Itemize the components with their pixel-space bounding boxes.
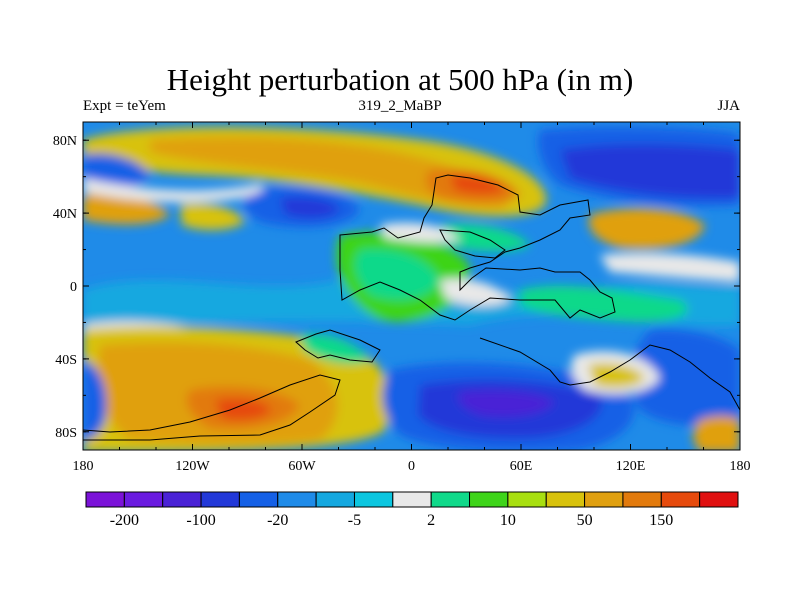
colorbar-label: 2 [427, 512, 435, 529]
y-tick-label: 40S [55, 353, 77, 368]
colorbar-swatch [200, 491, 240, 508]
y-tick-label: 80S [55, 426, 77, 441]
y-tick-label: 80N [53, 134, 77, 149]
map-title: Height perturbation at 500 hPa (in m) [166, 62, 634, 97]
colorbar-swatch [277, 491, 317, 508]
axis-tick-labels: 180 120W 60W 0 60E 120E 180 80N 40N 0 40S 80S [53, 134, 751, 474]
colorbar-swatch [353, 491, 394, 508]
colorbar-label: 10 [500, 512, 516, 529]
colorbar-swatch [238, 491, 279, 508]
colorbar-swatch [699, 491, 739, 508]
y-tick-label: 0 [70, 280, 77, 295]
colorbar-label: -5 [348, 512, 361, 529]
colorbar-label: -200 [110, 512, 139, 529]
x-tick-label: 180 [730, 459, 751, 474]
colorbar-swatch [123, 491, 164, 508]
x-tick-label: 180 [73, 459, 94, 474]
season-label: JJA [717, 98, 740, 114]
colorbar-swatch [392, 491, 432, 508]
contour-field [83, 122, 740, 450]
colorbar-swatch [507, 491, 547, 508]
colorbar-swatch [85, 491, 125, 508]
run-label: 319_2_MaBP [358, 98, 442, 114]
colorbar-label: -100 [186, 512, 215, 529]
y-tick-label: 40N [53, 207, 77, 222]
colorbar-swatch [584, 491, 624, 508]
colorbar: -200 -100 -20 -5 2 10 50 150 [85, 491, 739, 529]
colorbar-swatch [469, 491, 509, 508]
experiment-label: Expt = teYem [83, 98, 166, 114]
x-tick-label: 0 [408, 459, 415, 474]
colorbar-label: -20 [267, 512, 288, 529]
colorbar-label: 50 [577, 512, 593, 529]
x-tick-label: 60W [288, 459, 316, 474]
colorbar-label: 150 [649, 512, 673, 529]
colorbar-swatch [315, 491, 355, 508]
colorbar-swatch [622, 491, 662, 508]
colorbar-swatch [660, 491, 701, 508]
x-tick-label: 60E [510, 459, 533, 474]
colorbar-swatch [430, 491, 471, 508]
x-tick-label: 120E [616, 459, 646, 474]
colorbar-swatch [545, 491, 586, 508]
axis-ticks [82, 122, 741, 450]
x-tick-label: 120W [175, 459, 210, 474]
colorbar-swatch [162, 491, 202, 508]
coastline-outlines [83, 174, 740, 441]
